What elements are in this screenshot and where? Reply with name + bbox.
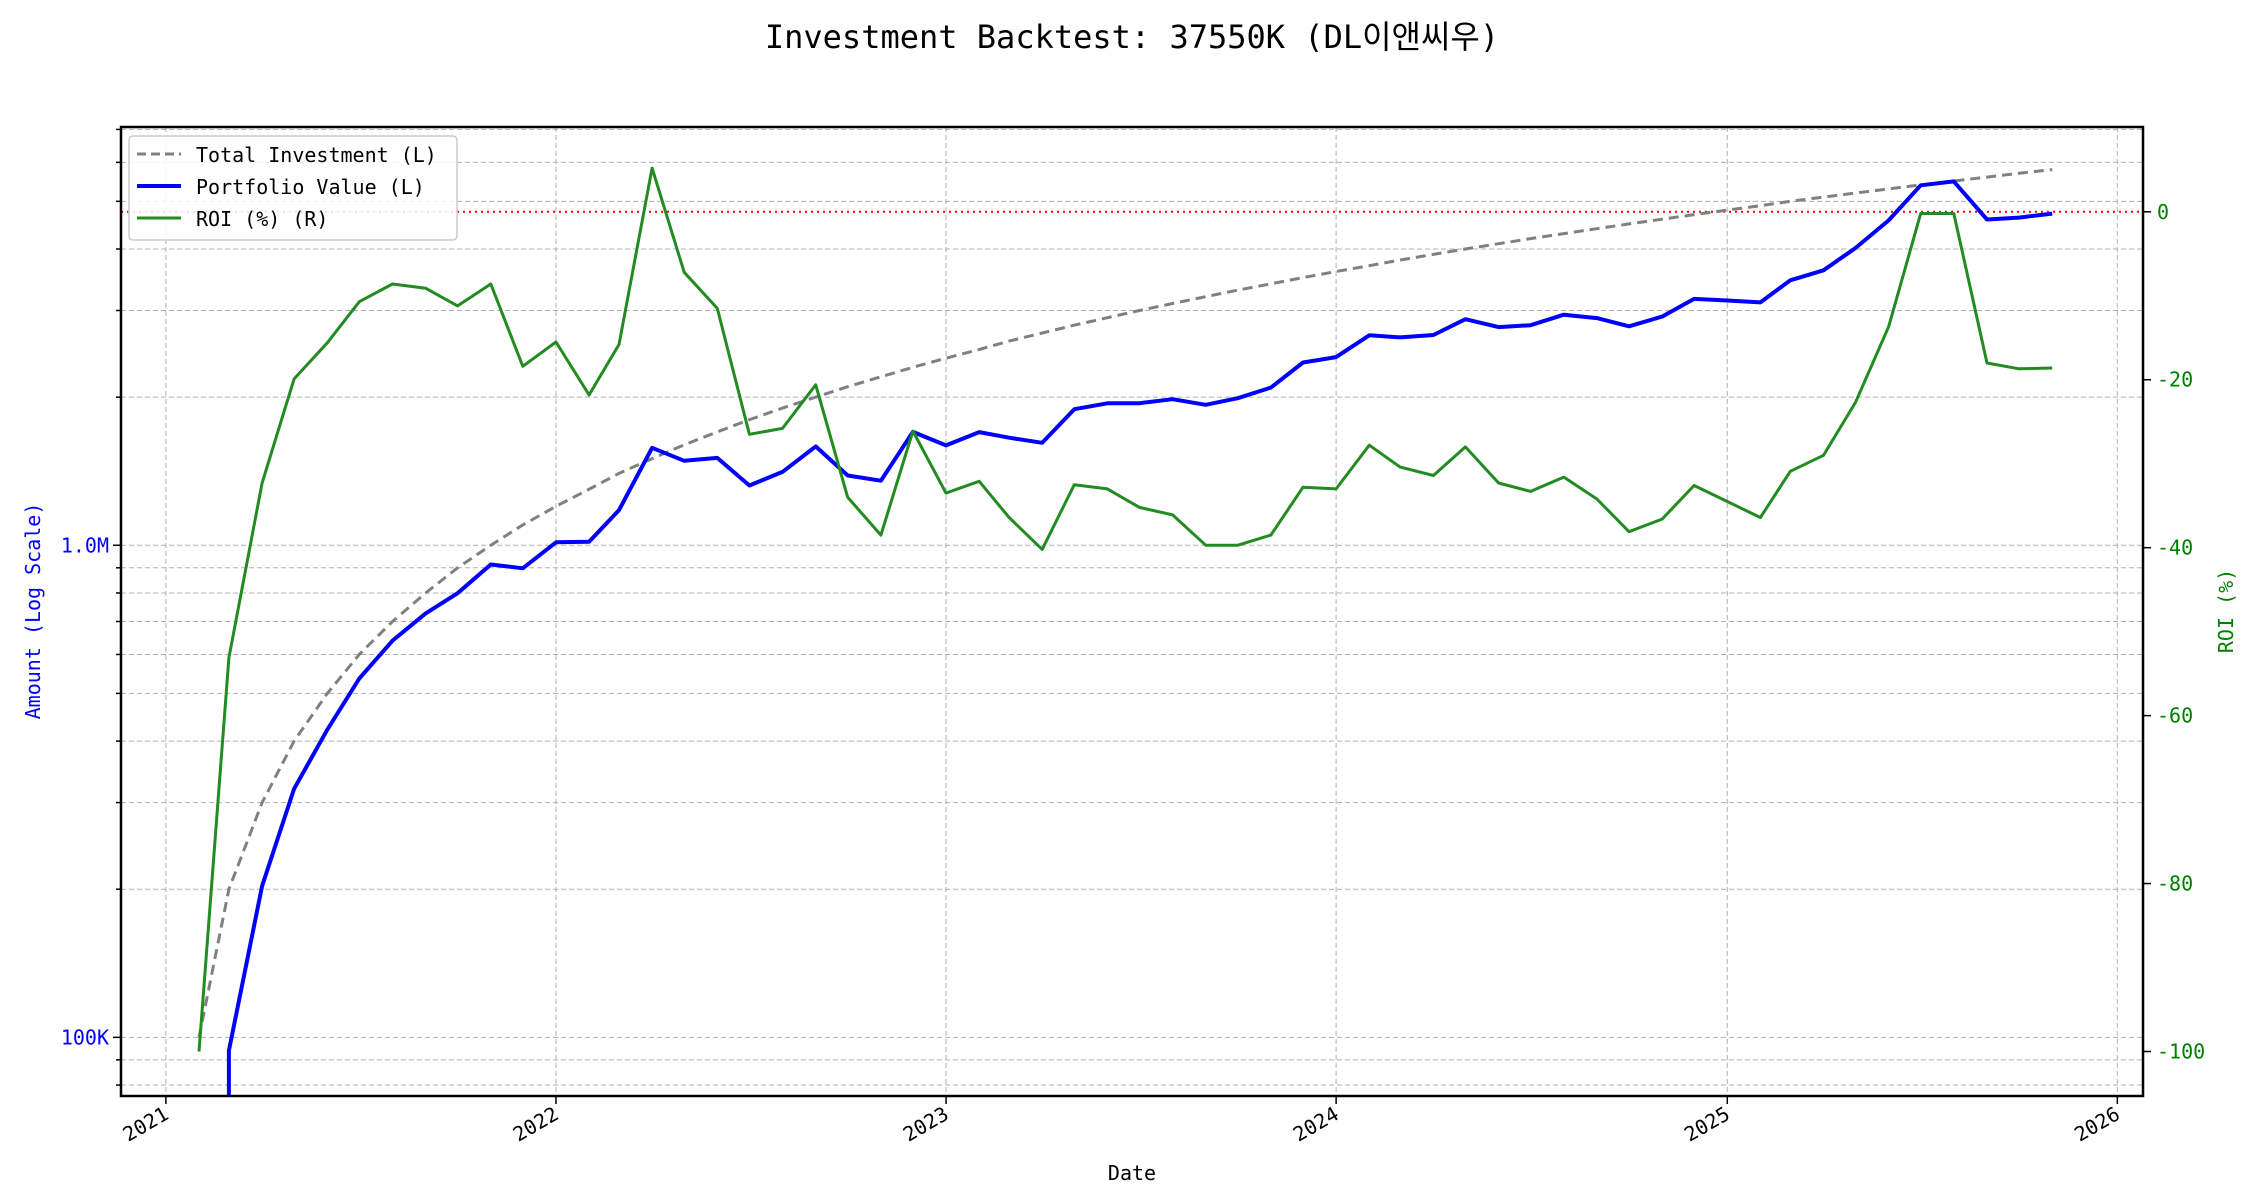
x-tick-label: 2026	[2070, 1102, 2124, 1147]
left-tick-label: 1.0M	[61, 533, 109, 557]
legend-box	[128, 135, 458, 241]
x-tick-label: 2021	[119, 1102, 173, 1147]
x-tick-label: 2023	[899, 1102, 953, 1147]
left-axis-label: Amount (Log Scale)	[21, 503, 45, 720]
legend: Total Investment (L) Portfolio Value (L)…	[128, 135, 458, 241]
axes: 2021 2022 2023 2024 2025 2026 100K 1.0M 0 -20 -40 -…	[61, 128, 2205, 1147]
portfolio-value-line	[226, 179, 2053, 1096]
legend-label-portfolio-value: Portfolio Value (L)	[196, 175, 425, 199]
x-tick-label: 2022	[509, 1102, 563, 1147]
x-axis-label: Date	[1108, 1161, 1156, 1185]
chart-title: Investment Backtest: 37550K (DL이앤씨우)	[765, 18, 1499, 56]
right-tick-label: -100	[2157, 1039, 2205, 1063]
grid	[121, 127, 2143, 1096]
right-tick-label: -80	[2157, 872, 2193, 896]
right-axis-label: ROI (%)	[2214, 569, 2238, 653]
left-tick-label: 100K	[61, 1025, 109, 1049]
plot-marks	[121, 166, 2143, 1096]
right-tick-label: -60	[2157, 704, 2193, 728]
right-tick-label: 0	[2157, 200, 2169, 224]
x-tick-label: 2024	[1289, 1102, 1343, 1147]
roi-line	[197, 166, 2053, 1052]
total-investment-line	[197, 168, 2053, 1038]
plot-frame	[119, 125, 2145, 1098]
legend-label-roi: ROI (%) (R)	[196, 207, 328, 231]
right-tick-label: -40	[2157, 536, 2193, 560]
right-tick-label: -20	[2157, 368, 2193, 392]
legend-label-total-investment: Total Investment (L)	[196, 143, 437, 167]
x-tick-label: 2025	[1680, 1102, 1734, 1147]
